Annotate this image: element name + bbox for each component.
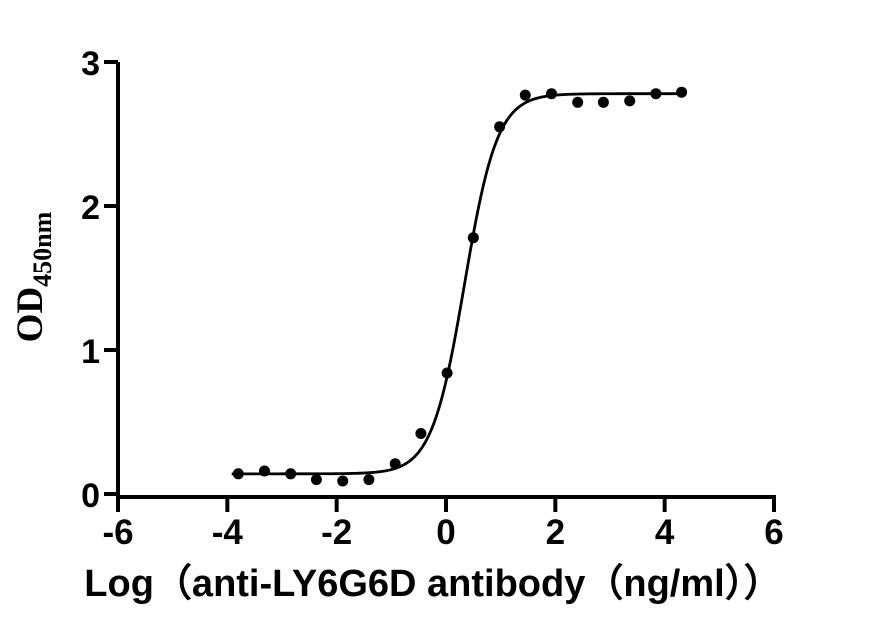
x-tick-label: 0 <box>436 513 455 552</box>
x-tick-label: 6 <box>764 513 783 552</box>
y-axis-title-main: OD <box>10 287 51 343</box>
x-tick-label: -4 <box>212 513 244 552</box>
data-point <box>259 465 270 477</box>
data-point <box>650 88 662 100</box>
data-point <box>337 475 349 487</box>
axes <box>116 62 776 499</box>
fit-curve-path <box>231 92 683 476</box>
y-axis-ticks: 0 1 2 3 <box>81 45 118 515</box>
data-point <box>415 428 427 439</box>
y-axis-title-subscript: 450nm <box>28 211 57 286</box>
data-point <box>494 121 506 133</box>
data-point <box>285 468 297 480</box>
x-tick-label: -6 <box>102 513 133 552</box>
data-point <box>389 458 401 470</box>
data-point <box>676 86 688 98</box>
y-tick-label: 3 <box>81 45 100 83</box>
data-point <box>624 95 636 107</box>
data-points <box>232 86 688 487</box>
x-axis-title: Log（anti-LY6G6D antibody（ng/ml）） <box>84 563 781 605</box>
data-point <box>572 96 584 108</box>
data-point <box>597 96 609 108</box>
data-point <box>467 232 479 244</box>
y-tick-label: 2 <box>81 189 100 227</box>
x-axis-ticks: -6 -4 -2 0 2 4 6 <box>102 497 784 552</box>
data-point <box>441 367 453 379</box>
data-point <box>232 468 244 480</box>
x-tick-label: 4 <box>655 513 675 552</box>
x-tick-label: -2 <box>321 513 352 552</box>
data-point <box>546 88 557 100</box>
fit-curve <box>231 92 683 476</box>
y-axis-title: OD450nm <box>10 211 57 342</box>
x-tick-label: 2 <box>546 513 565 552</box>
data-point <box>363 474 375 486</box>
y-tick-label: 0 <box>81 477 100 515</box>
y-tick-label: 1 <box>81 333 100 371</box>
data-point <box>519 89 531 101</box>
data-point <box>310 474 322 486</box>
